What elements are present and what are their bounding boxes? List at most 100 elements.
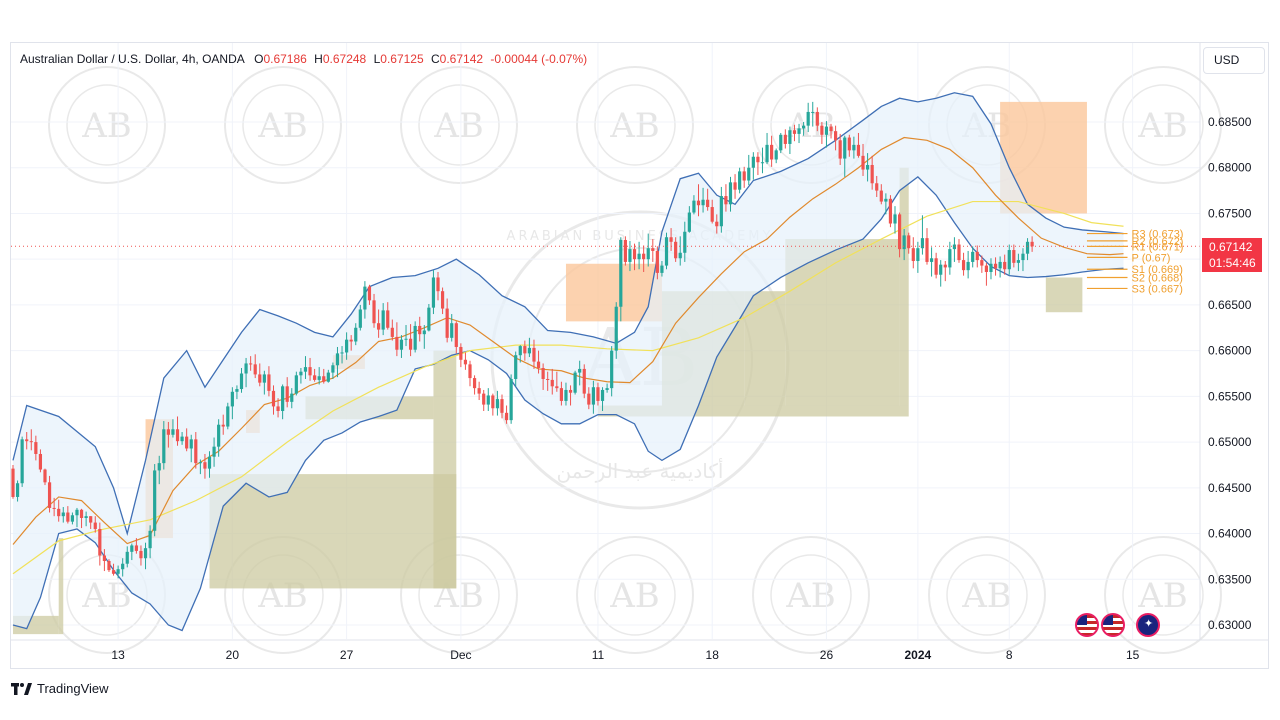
candle [235, 385, 239, 400]
candle [518, 345, 522, 363]
candle [573, 370, 577, 395]
open-value: 0.67186 [263, 52, 307, 66]
candle [89, 516, 93, 529]
candle-body [518, 346, 522, 356]
candle [600, 387, 605, 411]
candle-body [1021, 253, 1025, 261]
candle [660, 261, 664, 277]
candle [281, 384, 285, 420]
candle [413, 321, 417, 353]
candle-body [811, 111, 815, 113]
tradingview-logo[interactable]: TradingView [11, 681, 109, 696]
candle-body [582, 368, 586, 394]
watermark-ring [1122, 554, 1204, 636]
last-price-tag: 0.67142 01:54:46 [1202, 238, 1262, 272]
candle [303, 356, 308, 379]
pivot-levels: R3 (0.673)R2 (0.672)R1 (0.671)P (0.67)S1… [11, 229, 1200, 295]
candle-body [395, 336, 399, 350]
time-axis[interactable]: 13 20 27 Dec 11 18 26 2024 8 15 [11, 43, 1268, 662]
watermark-ring [928, 536, 1046, 654]
time-tick-label: 8 [1006, 648, 1013, 662]
candle [655, 246, 659, 280]
candle [980, 255, 984, 273]
candle-body [121, 563, 125, 570]
candle [760, 147, 765, 174]
candle [847, 134, 851, 157]
us-flag-icon[interactable] [1075, 613, 1099, 637]
candle [532, 339, 536, 369]
candle-body [290, 393, 294, 402]
candle-body [482, 393, 486, 405]
demand-zone [597, 405, 909, 417]
candle [500, 394, 504, 419]
candle-body [463, 359, 468, 365]
candle [578, 360, 582, 386]
time-tick-label: 13 [111, 648, 125, 662]
candle [1025, 238, 1030, 261]
candle [111, 563, 116, 576]
candle-body [249, 363, 253, 365]
candle-body [879, 190, 883, 202]
candle [38, 449, 43, 473]
candle-body [834, 131, 838, 141]
candle [504, 405, 509, 424]
candle [363, 281, 367, 319]
candle [632, 243, 637, 271]
symbol-title[interactable]: Australian Dollar / U.S. Dollar, 4h, OAN… [20, 52, 245, 66]
candle-body [651, 248, 655, 251]
candle [550, 368, 554, 395]
watermark-seal: AB [752, 536, 870, 654]
candle-body [637, 253, 641, 260]
candle [25, 432, 29, 450]
candle [70, 512, 75, 525]
us-flag-icon[interactable] [1101, 613, 1125, 637]
candle-body [993, 263, 998, 269]
watermark-monogram: AB [609, 106, 660, 146]
candle-body [646, 248, 650, 260]
candle [180, 432, 184, 445]
candle [989, 258, 993, 280]
candle [322, 368, 326, 384]
candle-body [185, 436, 189, 449]
candle [221, 414, 225, 435]
candle-body [897, 214, 902, 250]
candle-body [728, 182, 733, 205]
candle-body [546, 378, 550, 380]
candle-body [980, 260, 984, 266]
candle-body [678, 252, 682, 259]
candle [934, 252, 938, 279]
candle [811, 101, 815, 127]
candle-body [792, 130, 797, 134]
candle [692, 195, 696, 215]
candle-body [313, 375, 317, 380]
candle-body [760, 162, 765, 164]
price-tick-label: 0.63500 [1208, 572, 1252, 586]
candle-body [797, 128, 801, 134]
candle-body [628, 249, 632, 262]
candle-body [180, 436, 184, 442]
candle [975, 245, 979, 268]
candle [15, 480, 20, 502]
candle [440, 287, 445, 315]
currency-button[interactable]: USD [1203, 47, 1265, 74]
candle [472, 375, 477, 395]
candle-body [349, 339, 353, 342]
candle-body [742, 171, 746, 181]
candle-body [710, 207, 714, 222]
watermark-monogram: AB [609, 576, 660, 616]
australia-flag-icon[interactable]: ✦ [1136, 613, 1160, 637]
watermark-monogram: AB [785, 106, 836, 146]
candle-body [984, 265, 989, 272]
candle [596, 382, 600, 406]
watermark-ring [48, 66, 166, 184]
candle-body [413, 325, 417, 350]
candle [107, 559, 111, 572]
candle-body [856, 144, 861, 156]
candle-body [253, 364, 257, 375]
candle [756, 152, 760, 176]
candle [742, 166, 746, 188]
price-axis[interactable]: 0.685000.680000.675000.670000.665000.660… [1208, 115, 1252, 632]
candle [792, 124, 797, 142]
candle [345, 332, 349, 360]
